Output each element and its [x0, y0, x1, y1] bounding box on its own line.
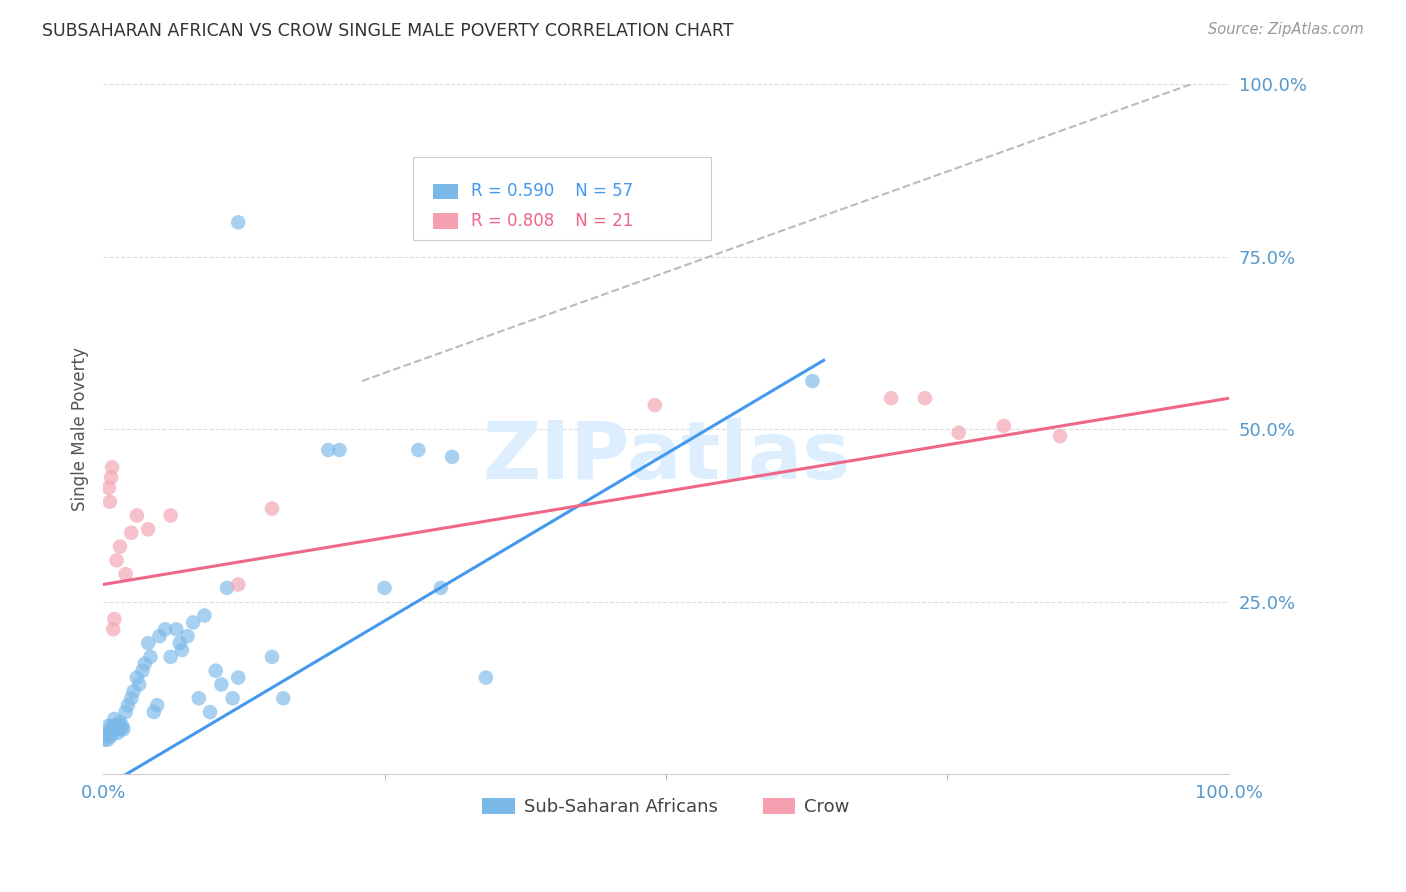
Bar [433, 184, 458, 199]
Point [103, 612, 125, 626]
Point [198, 705, 221, 719]
Point [408, 442, 430, 457]
Text: R = 0.808    N = 21: R = 0.808 N = 21 [471, 212, 634, 230]
Point [104, 719, 127, 733]
Point [328, 442, 350, 457]
Point [260, 649, 283, 664]
Point [226, 671, 249, 685]
Point [142, 705, 165, 719]
Point [226, 215, 249, 229]
Point [97, 481, 120, 495]
Point [100, 470, 122, 484]
Point [181, 615, 204, 630]
Point [97, 732, 120, 747]
Point [136, 636, 159, 650]
Point [97, 719, 120, 733]
Point [801, 374, 824, 388]
Text: Source: ZipAtlas.com: Source: ZipAtlas.com [1208, 22, 1364, 37]
FancyBboxPatch shape [413, 157, 711, 240]
Point [128, 677, 150, 691]
Point [114, 567, 136, 582]
Point [146, 698, 169, 713]
Point [108, 715, 131, 730]
Point [153, 622, 176, 636]
Point [103, 723, 125, 737]
Point [103, 622, 125, 636]
Text: SUBSAHARAN AFRICAN VS CROW SINGLE MALE POVERTY CORRELATION CHART: SUBSAHARAN AFRICAN VS CROW SINGLE MALE P… [42, 22, 734, 40]
Point [120, 691, 142, 706]
Point [193, 608, 215, 623]
Point [136, 522, 159, 536]
Point [96, 729, 118, 743]
Point [170, 643, 193, 657]
Text: R = 0.590    N = 57: R = 0.590 N = 57 [471, 182, 633, 201]
Point [148, 629, 170, 643]
Point [880, 391, 903, 405]
Point [108, 540, 131, 554]
Point [117, 698, 139, 713]
Point [475, 671, 498, 685]
Point [159, 508, 181, 523]
Point [215, 581, 238, 595]
Point [271, 691, 294, 706]
Point [430, 581, 453, 595]
Point [948, 425, 970, 440]
Point [226, 577, 249, 591]
Point [914, 391, 936, 405]
Point [139, 649, 162, 664]
Point [165, 622, 187, 636]
Point [120, 525, 142, 540]
Point [159, 649, 181, 664]
Point [169, 636, 191, 650]
Point [176, 629, 198, 643]
Y-axis label: Single Male Poverty: Single Male Poverty [72, 347, 89, 511]
Point [260, 501, 283, 516]
Point [108, 719, 131, 733]
Point [98, 494, 121, 508]
Point [441, 450, 464, 464]
Point [98, 725, 121, 739]
Point [101, 460, 124, 475]
Point [134, 657, 156, 671]
Point [103, 712, 125, 726]
Point [125, 671, 148, 685]
Point [131, 664, 153, 678]
Point [105, 723, 128, 737]
Point [993, 418, 1015, 433]
Point [374, 581, 396, 595]
Point [110, 723, 132, 737]
Point [1049, 429, 1071, 443]
Point [107, 725, 129, 739]
Legend: Sub-Saharan Africans, Crow: Sub-Saharan Africans, Crow [475, 791, 858, 823]
Point [112, 723, 135, 737]
Point [204, 664, 226, 678]
Bar [433, 213, 458, 228]
Point [644, 398, 666, 412]
Point [187, 691, 209, 706]
Point [122, 684, 145, 698]
Text: ZIPatlas: ZIPatlas [482, 417, 851, 496]
Point [125, 508, 148, 523]
Point [209, 677, 232, 691]
Point [316, 442, 339, 457]
Point [221, 691, 243, 706]
Point [105, 553, 128, 567]
Point [94, 725, 117, 739]
Point [100, 729, 122, 743]
Point [101, 719, 124, 733]
Point [114, 705, 136, 719]
Point [111, 719, 134, 733]
Point [93, 732, 115, 747]
